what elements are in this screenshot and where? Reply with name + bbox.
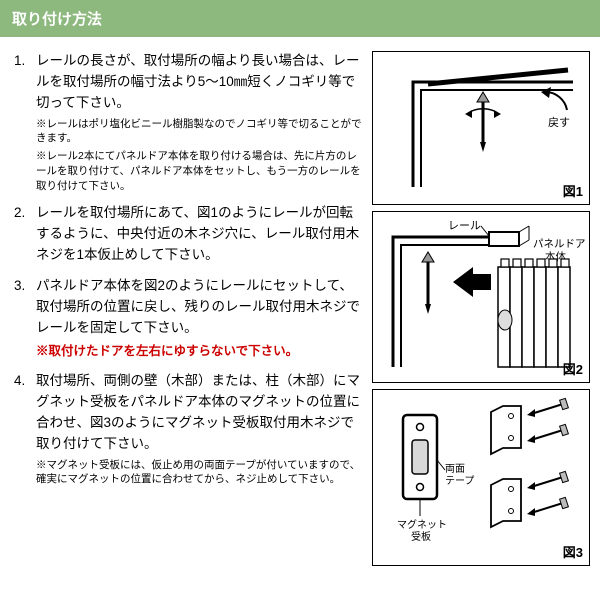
svg-text:戻す: 戻す — [548, 116, 570, 129]
step-1: レールの長さが、取付場所の幅より長い場合は、レールを取付場所の幅寸法より5〜10… — [14, 51, 364, 193]
header-title: 取り付け方法 — [0, 0, 600, 37]
svg-text:両面: 両面 — [445, 464, 465, 475]
svg-text:受板: 受板 — [411, 530, 431, 543]
instructions: レールの長さが、取付場所の幅より長い場合は、レールを取付場所の幅寸法より5〜10… — [14, 51, 364, 572]
svg-text:マグネット: マグネット — [397, 518, 447, 531]
figure-2: レール パネルドア 本体 — [372, 211, 590, 383]
step-3-text: パネルドア本体を図2のようにレールにセットして、取付場所の位置に戻し、残りのレー… — [36, 276, 364, 339]
step-1-note2: ※レール2本にてパネルドア本体を取り付ける場合は、先に片方のレールを取り付けて、… — [36, 149, 364, 193]
figure-1-label: 図1 — [563, 181, 583, 200]
step-2-text: レールを取付場所にあて、図1のようにレールが回転するように、中央付近の木ネジ穴に… — [36, 203, 364, 266]
figure-1: 戻す 図1 — [372, 51, 590, 205]
step-1-note1: ※レールはポリ塩化ビニール樹脂製なのでノコギリ等で切ることができます。 — [36, 117, 364, 146]
step-2: レールを取付場所にあて、図1のようにレールが回転するように、中央付近の木ネジ穴に… — [14, 203, 364, 266]
step-4-note: ※マグネット受板には、仮止め用の両面テープが付いていますので、確実にマグネットの… — [36, 458, 364, 487]
figure-3-label: 図3 — [563, 542, 583, 561]
figure-2-label: 図2 — [563, 359, 583, 378]
svg-text:テープ: テープ — [445, 475, 474, 487]
step-3: パネルドア本体を図2のようにレールにセットして、取付場所の位置に戻し、残りのレー… — [14, 276, 364, 361]
figure-3: 両面 テープ マグネット 受板 — [372, 389, 590, 566]
step-3-warning: ※取付けたドアを左右にゆすらないで下さい。 — [36, 342, 364, 361]
step-4-text: 取付場所、両側の壁（木部）または、柱（木部）にマグネット受板をパネルドア本体のマ… — [36, 371, 364, 455]
content: レールの長さが、取付場所の幅より長い場合は、レールを取付場所の幅寸法より5〜10… — [0, 37, 600, 582]
step-4: 取付場所、両側の壁（木部）または、柱（木部）にマグネット受板をパネルドア本体のマ… — [14, 371, 364, 487]
figures: 戻す 図1 レール — [372, 51, 590, 572]
svg-text:レール: レール — [448, 220, 481, 232]
svg-text:パネルドア: パネルドア — [533, 238, 586, 250]
step-1-text: レールの長さが、取付場所の幅より長い場合は、レールを取付場所の幅寸法より5〜10… — [36, 51, 364, 114]
